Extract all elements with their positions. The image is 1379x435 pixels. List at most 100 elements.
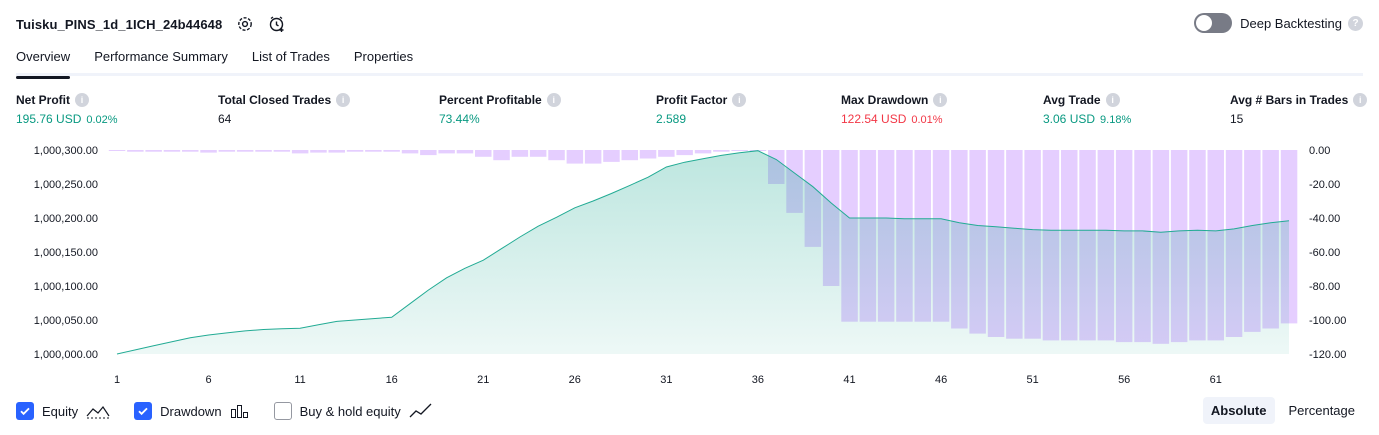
drawdown-checkbox[interactable]: [134, 402, 153, 420]
tab-properties[interactable]: Properties: [353, 49, 414, 64]
metric-max-drawdown: Max Drawdown i 122.54 USD 0.01%: [841, 93, 948, 126]
equity-fill: [117, 150, 1289, 354]
left-axis-tick-label: 1,000,300.00: [34, 145, 98, 157]
drawdown-bar: [731, 150, 748, 151]
info-icon[interactable]: i: [732, 93, 747, 107]
deep-backtesting-toggle[interactable]: [1194, 13, 1233, 33]
drawdown-bar: [438, 150, 455, 154]
drawdown-label: Drawdown: [160, 403, 222, 419]
left-axis-tick-label: 1,000,200.00: [34, 213, 98, 225]
legend-drawdown[interactable]: Drawdown: [134, 402, 249, 420]
strategy-titlebar: Tuisku_PINS_1d_1ICH_24b44648: [16, 12, 288, 36]
drawdown-bar: [456, 150, 474, 154]
scale-switch: Absolute Percentage: [1197, 397, 1363, 424]
drawdown-bar: [511, 150, 529, 157]
drawdown-bar: [694, 150, 712, 154]
drawdown-bar: [346, 150, 364, 152]
equity-drawdown-chart[interactable]: 1,000,300.00 1,000,250.00 1,000,200.00 1,00…: [0, 138, 1379, 388]
drawdown-bar: [420, 150, 437, 156]
x-axis-tick-label: 61: [1210, 374, 1222, 386]
drawdown-bar: [182, 150, 199, 152]
equity-line: [116, 150, 1290, 355]
drawdown-bar: [548, 150, 565, 161]
info-icon[interactable]: i: [1353, 93, 1368, 107]
tab-overview[interactable]: Overview: [16, 44, 71, 79]
metric-value: 2.589: [656, 112, 687, 126]
drawdown-bar: [493, 150, 510, 161]
drawdown-bar: [401, 150, 419, 154]
drawdown-bar: [218, 150, 236, 152]
drawdown-bar: [145, 150, 162, 152]
metric-value: 73.44%: [439, 112, 480, 126]
right-axis-tick-label: -120.00: [1309, 349, 1346, 361]
left-axis-tick-label: 1,000,050.00: [34, 315, 98, 327]
right-axis-tick-label: -40.00: [1309, 213, 1340, 225]
buy-hold-label: Buy & hold equity: [299, 403, 401, 419]
drawdown-bar: [383, 150, 400, 152]
metric-value: 15: [1230, 112, 1244, 126]
x-axis-tick-label: 36: [752, 374, 764, 386]
x-axis-tick-label: 56: [1118, 374, 1130, 386]
absolute-button[interactable]: Absolute: [1202, 397, 1275, 424]
percentage-button[interactable]: Percentage: [1288, 403, 1356, 418]
left-axis-tick-label: 1,000,100.00: [34, 281, 98, 293]
strategy-name: Tuisku_PINS_1d_1ICH_24b44648: [16, 16, 223, 32]
metric-value: 195.76 USD: [16, 112, 82, 126]
left-axis-tick-label: 1,000,150.00: [34, 247, 98, 259]
x-axis-ticks: 1 6 11 16 21 26 31 36 41 46 51 56 61: [114, 374, 1222, 386]
settings-gear-icon[interactable]: [234, 13, 256, 35]
legend-equity[interactable]: Equity: [16, 402, 110, 420]
x-axis-tick-label: 21: [477, 374, 489, 386]
drawdown-bar: [658, 150, 675, 157]
equity-checkbox[interactable]: [16, 402, 34, 420]
drawdown-bar: [273, 150, 291, 152]
toggle-knob: [1196, 15, 1213, 31]
info-icon[interactable]: i: [1105, 93, 1120, 107]
info-icon[interactable]: i: [546, 93, 561, 107]
right-axis-tick-label: -20.00: [1309, 179, 1340, 191]
deep-backtesting-control: Deep Backtesting ?: [1194, 13, 1363, 33]
right-axis-tick-label: -60.00: [1309, 247, 1340, 259]
report-tabs: Overview Performance Summary List of Tra…: [16, 44, 1363, 79]
metric-profit-factor: Profit Factor i 2.589: [656, 93, 747, 126]
buy-hold-checkbox[interactable]: [273, 402, 292, 420]
x-axis-tick-label: 51: [1026, 374, 1038, 386]
drawdown-bar: [676, 150, 693, 156]
buy-hold-line-icon: [409, 403, 433, 419]
add-alert-clock-icon[interactable]: [266, 13, 288, 35]
tab-list-of-trades[interactable]: List of Trades: [251, 49, 330, 64]
drawdown-bar: [127, 150, 144, 152]
drawdown-bar: [328, 150, 345, 153]
left-axis-ticks: 1,000,300.00 1,000,250.00 1,000,200.00 1,00…: [34, 145, 98, 361]
drawdown-bar: [291, 150, 309, 154]
metric-label: Avg # Bars in Trades: [1230, 93, 1349, 107]
drawdown-bars-icon: [230, 403, 250, 419]
drawdown-bar: [475, 150, 492, 157]
metric-value: 64: [218, 112, 232, 126]
tab-performance-summary[interactable]: Performance Summary: [94, 49, 228, 64]
right-axis-ticks: 0.00 -20.00 -40.00 -60.00 -80.00 -100.00 -120.…: [1309, 145, 1346, 361]
info-icon[interactable]: i: [336, 93, 351, 107]
metric-value: 3.06 USD: [1043, 112, 1096, 126]
equity-area-icon: [86, 403, 110, 419]
x-axis-tick-label: 31: [660, 374, 672, 386]
metric-percent: 0.02%: [86, 114, 118, 126]
chart-svg[interactable]: 1,000,300.00 1,000,250.00 1,000,200.00 1,00…: [0, 138, 1379, 388]
info-icon[interactable]: i: [75, 93, 89, 107]
x-axis-tick-label: 6: [206, 374, 212, 386]
metric-avg-bars-in-trades: Avg # Bars in Trades i 15: [1230, 93, 1368, 126]
metric-net-profit: Net Profit i 195.76 USD 0.02%: [16, 93, 118, 126]
info-icon[interactable]: i: [933, 93, 948, 107]
left-axis-tick-label: 1,000,000.00: [34, 349, 98, 361]
drawdown-bar: [108, 150, 126, 151]
legend-buy-hold-equity[interactable]: Buy & hold equity: [273, 402, 433, 420]
chart-legend: Equity Drawdown Buy & hold equity: [16, 400, 457, 422]
help-question-icon[interactable]: ?: [1348, 15, 1363, 31]
drawdown-bar: [365, 150, 382, 152]
drawdown-bar: [566, 150, 584, 164]
drawdown-bar: [255, 150, 272, 152]
metric-percent: 9.18%: [1100, 114, 1132, 126]
drawdown-bar: [310, 150, 327, 153]
drawdown-bar: [621, 150, 638, 161]
metric-percent: 0.01%: [911, 114, 943, 126]
